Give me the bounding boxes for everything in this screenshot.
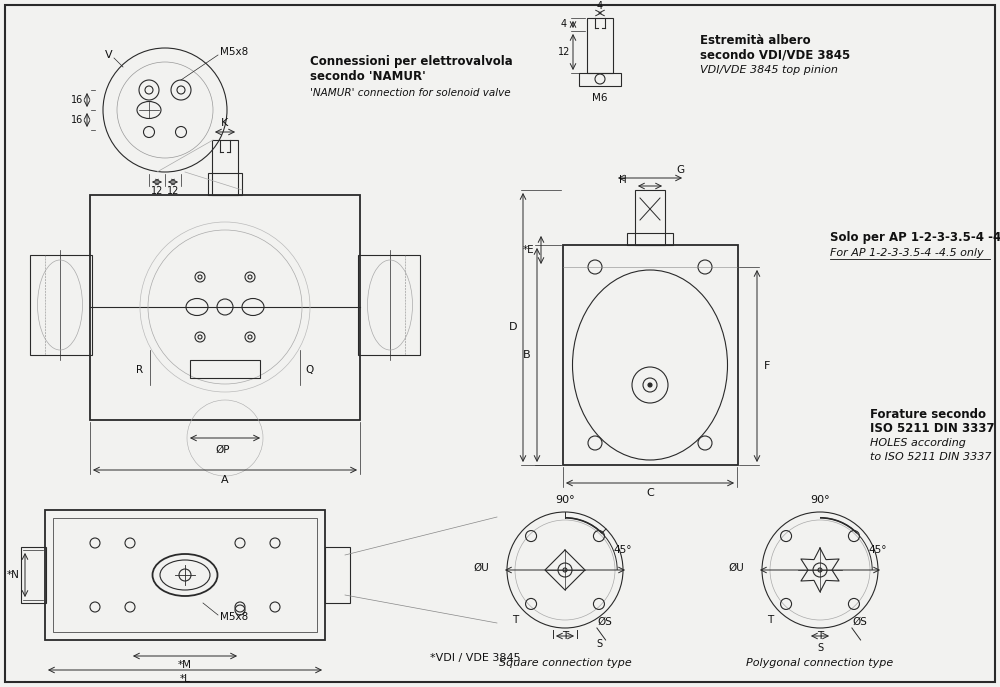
Text: 4: 4	[597, 1, 603, 11]
Text: 4: 4	[561, 19, 567, 29]
Text: ØP: ØP	[216, 445, 230, 455]
Text: Forature secondo: Forature secondo	[870, 409, 986, 422]
Text: VDI/VDE 3845 top pinion: VDI/VDE 3845 top pinion	[700, 65, 838, 75]
Text: A: A	[221, 475, 229, 485]
Text: M6: M6	[592, 93, 608, 103]
Text: Estremità albero: Estremità albero	[700, 34, 811, 47]
Text: 12: 12	[558, 47, 570, 57]
Text: ØU: ØU	[473, 563, 489, 573]
Text: T: T	[767, 615, 773, 625]
Text: Q: Q	[306, 365, 314, 375]
Text: D: D	[509, 322, 517, 332]
Text: HOLES according: HOLES according	[870, 438, 966, 448]
Text: C: C	[646, 488, 654, 498]
Bar	[587, 18, 613, 73]
Text: 'NAMUR' connection for solenoid valve: 'NAMUR' connection for solenoid valve	[310, 88, 511, 98]
Text: B: B	[523, 350, 531, 360]
Text: 90°: 90°	[555, 495, 575, 505]
Bar	[30, 255, 92, 355]
Text: 45°: 45°	[868, 545, 887, 554]
Text: ØS: ØS	[852, 616, 867, 627]
Bar	[212, 140, 238, 195]
Text: S: S	[597, 639, 603, 649]
Bar	[579, 73, 621, 86]
Text: T: T	[512, 615, 518, 625]
Text: G: G	[676, 165, 684, 175]
Text: *VDI / VDE 3845: *VDI / VDE 3845	[430, 653, 521, 663]
Text: secondo VDI/VDE 3845: secondo VDI/VDE 3845	[700, 49, 850, 62]
Text: V: V	[105, 50, 113, 60]
Text: *M: *M	[178, 660, 192, 670]
Text: *L: *L	[180, 674, 190, 684]
Bar	[627, 233, 673, 245]
Bar	[53, 518, 317, 632]
Text: secondo 'NAMUR': secondo 'NAMUR'	[310, 71, 426, 84]
Bar	[190, 360, 260, 378]
Bar	[45, 510, 325, 640]
Text: K: K	[221, 118, 229, 128]
Text: R: R	[136, 365, 144, 375]
Bar	[208, 173, 242, 195]
Text: M5x8: M5x8	[220, 612, 248, 622]
Circle shape	[648, 383, 652, 387]
Text: Connessioni per elettrovalvola: Connessioni per elettrovalvola	[310, 56, 513, 69]
Text: 45°: 45°	[613, 545, 632, 554]
Text: For AP 1-2-3-3.5-4 -4.5 only: For AP 1-2-3-3.5-4 -4.5 only	[830, 248, 984, 258]
Text: Solo per AP 1-2-3-3.5-4 -4.5: Solo per AP 1-2-3-3.5-4 -4.5	[830, 232, 1000, 245]
Bar	[358, 255, 420, 355]
Text: ISO 5211 DIN 3337: ISO 5211 DIN 3337	[870, 423, 994, 436]
Bar	[90, 195, 360, 420]
Text: 12: 12	[151, 186, 163, 196]
Text: *N: *N	[7, 570, 19, 580]
Text: *E: *E	[523, 245, 535, 255]
Text: to ISO 5211 DIN 3337: to ISO 5211 DIN 3337	[870, 452, 992, 462]
Text: T: T	[562, 631, 568, 641]
Text: Polygonal connection type: Polygonal connection type	[746, 658, 894, 668]
Text: 12: 12	[167, 186, 179, 196]
Text: F: F	[764, 361, 770, 371]
Text: ØS: ØS	[597, 616, 612, 627]
Text: Square connection type: Square connection type	[499, 658, 631, 668]
Text: 90°: 90°	[810, 495, 830, 505]
Bar	[325, 547, 350, 603]
Text: H: H	[619, 175, 627, 185]
Bar	[21, 547, 46, 603]
Bar	[635, 190, 665, 245]
Text: 16: 16	[71, 115, 83, 125]
Text: S: S	[817, 643, 823, 653]
Text: T: T	[817, 631, 823, 641]
Text: ØU: ØU	[728, 563, 744, 573]
Text: 16: 16	[71, 95, 83, 105]
Text: M5x8: M5x8	[220, 47, 248, 57]
Bar	[563, 245, 738, 465]
